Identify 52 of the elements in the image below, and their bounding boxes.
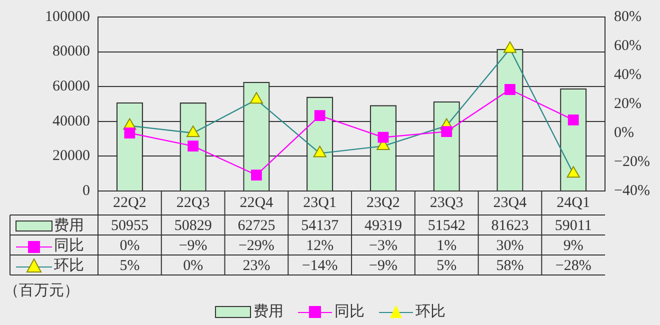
- y2-tick-label: 0%: [614, 124, 634, 141]
- data-label: 62725: [238, 218, 276, 234]
- y2-tick-label: 40%: [614, 66, 642, 83]
- data-label: 5%: [436, 258, 457, 274]
- x-tick-label: 24Q1: [556, 194, 590, 211]
- data-label: 9%: [563, 238, 584, 254]
- data-label: 0%: [183, 258, 204, 274]
- data-label: 49319: [364, 218, 402, 234]
- y-tick-label: 40000: [52, 113, 90, 130]
- text: 同比: [334, 304, 364, 320]
- data-label: 50829: [174, 218, 212, 234]
- text: 费用: [254, 304, 284, 320]
- y-tick-label: 20000: [52, 148, 90, 164]
- y2-tick-label: 80%: [614, 8, 642, 25]
- legend-label: 环比: [54, 256, 84, 274]
- x-tick-label: 22Q4: [240, 194, 274, 211]
- y-tick-label: 100000: [45, 8, 90, 25]
- data-label: 59011: [554, 218, 592, 234]
- data-label: 81623: [491, 218, 529, 234]
- data-label: −14%: [302, 258, 338, 274]
- data-label: −28%: [555, 258, 592, 274]
- text: 环比: [416, 304, 446, 320]
- x-tick-label: 23Q2: [366, 194, 400, 211]
- data-label: −9%: [178, 238, 208, 254]
- y-tick-label: 60000: [52, 78, 90, 95]
- y2-tick-label: −40%: [614, 182, 650, 199]
- y2-tick-label: 20%: [614, 96, 642, 112]
- data-label: 1%: [436, 238, 457, 254]
- x-tick-label: 22Q2: [113, 194, 146, 211]
- y2-tick-label: 60%: [614, 38, 642, 54]
- x-tick-label: 23Q4: [493, 194, 528, 211]
- x-tick-label: 23Q3: [430, 194, 464, 211]
- y-tick-label: 0: [82, 182, 90, 199]
- y2-tick-label: −20%: [614, 154, 650, 170]
- data-label: 5%: [120, 258, 140, 274]
- data-label: 0%: [120, 238, 140, 254]
- data-label: 23%: [242, 258, 270, 274]
- data-label: 54137: [301, 218, 340, 234]
- data-label: 30%: [496, 238, 524, 254]
- y-tick-label: 80000: [52, 44, 90, 60]
- data-label: 51542: [428, 218, 466, 234]
- data-label: −9%: [368, 258, 398, 274]
- data-label: −29%: [238, 238, 274, 254]
- x-tick-label: 22Q3: [176, 194, 210, 211]
- legend-label: 同比: [54, 236, 84, 254]
- data-label: 50955: [110, 218, 148, 234]
- x-tick-label: 23Q1: [303, 194, 337, 211]
- y-axis-title: （百万元）: [4, 282, 79, 299]
- data-label: −3%: [368, 238, 398, 254]
- legend-label: 费用: [54, 216, 84, 234]
- data-label: 58%: [496, 258, 524, 274]
- data-label: 12%: [306, 238, 334, 254]
